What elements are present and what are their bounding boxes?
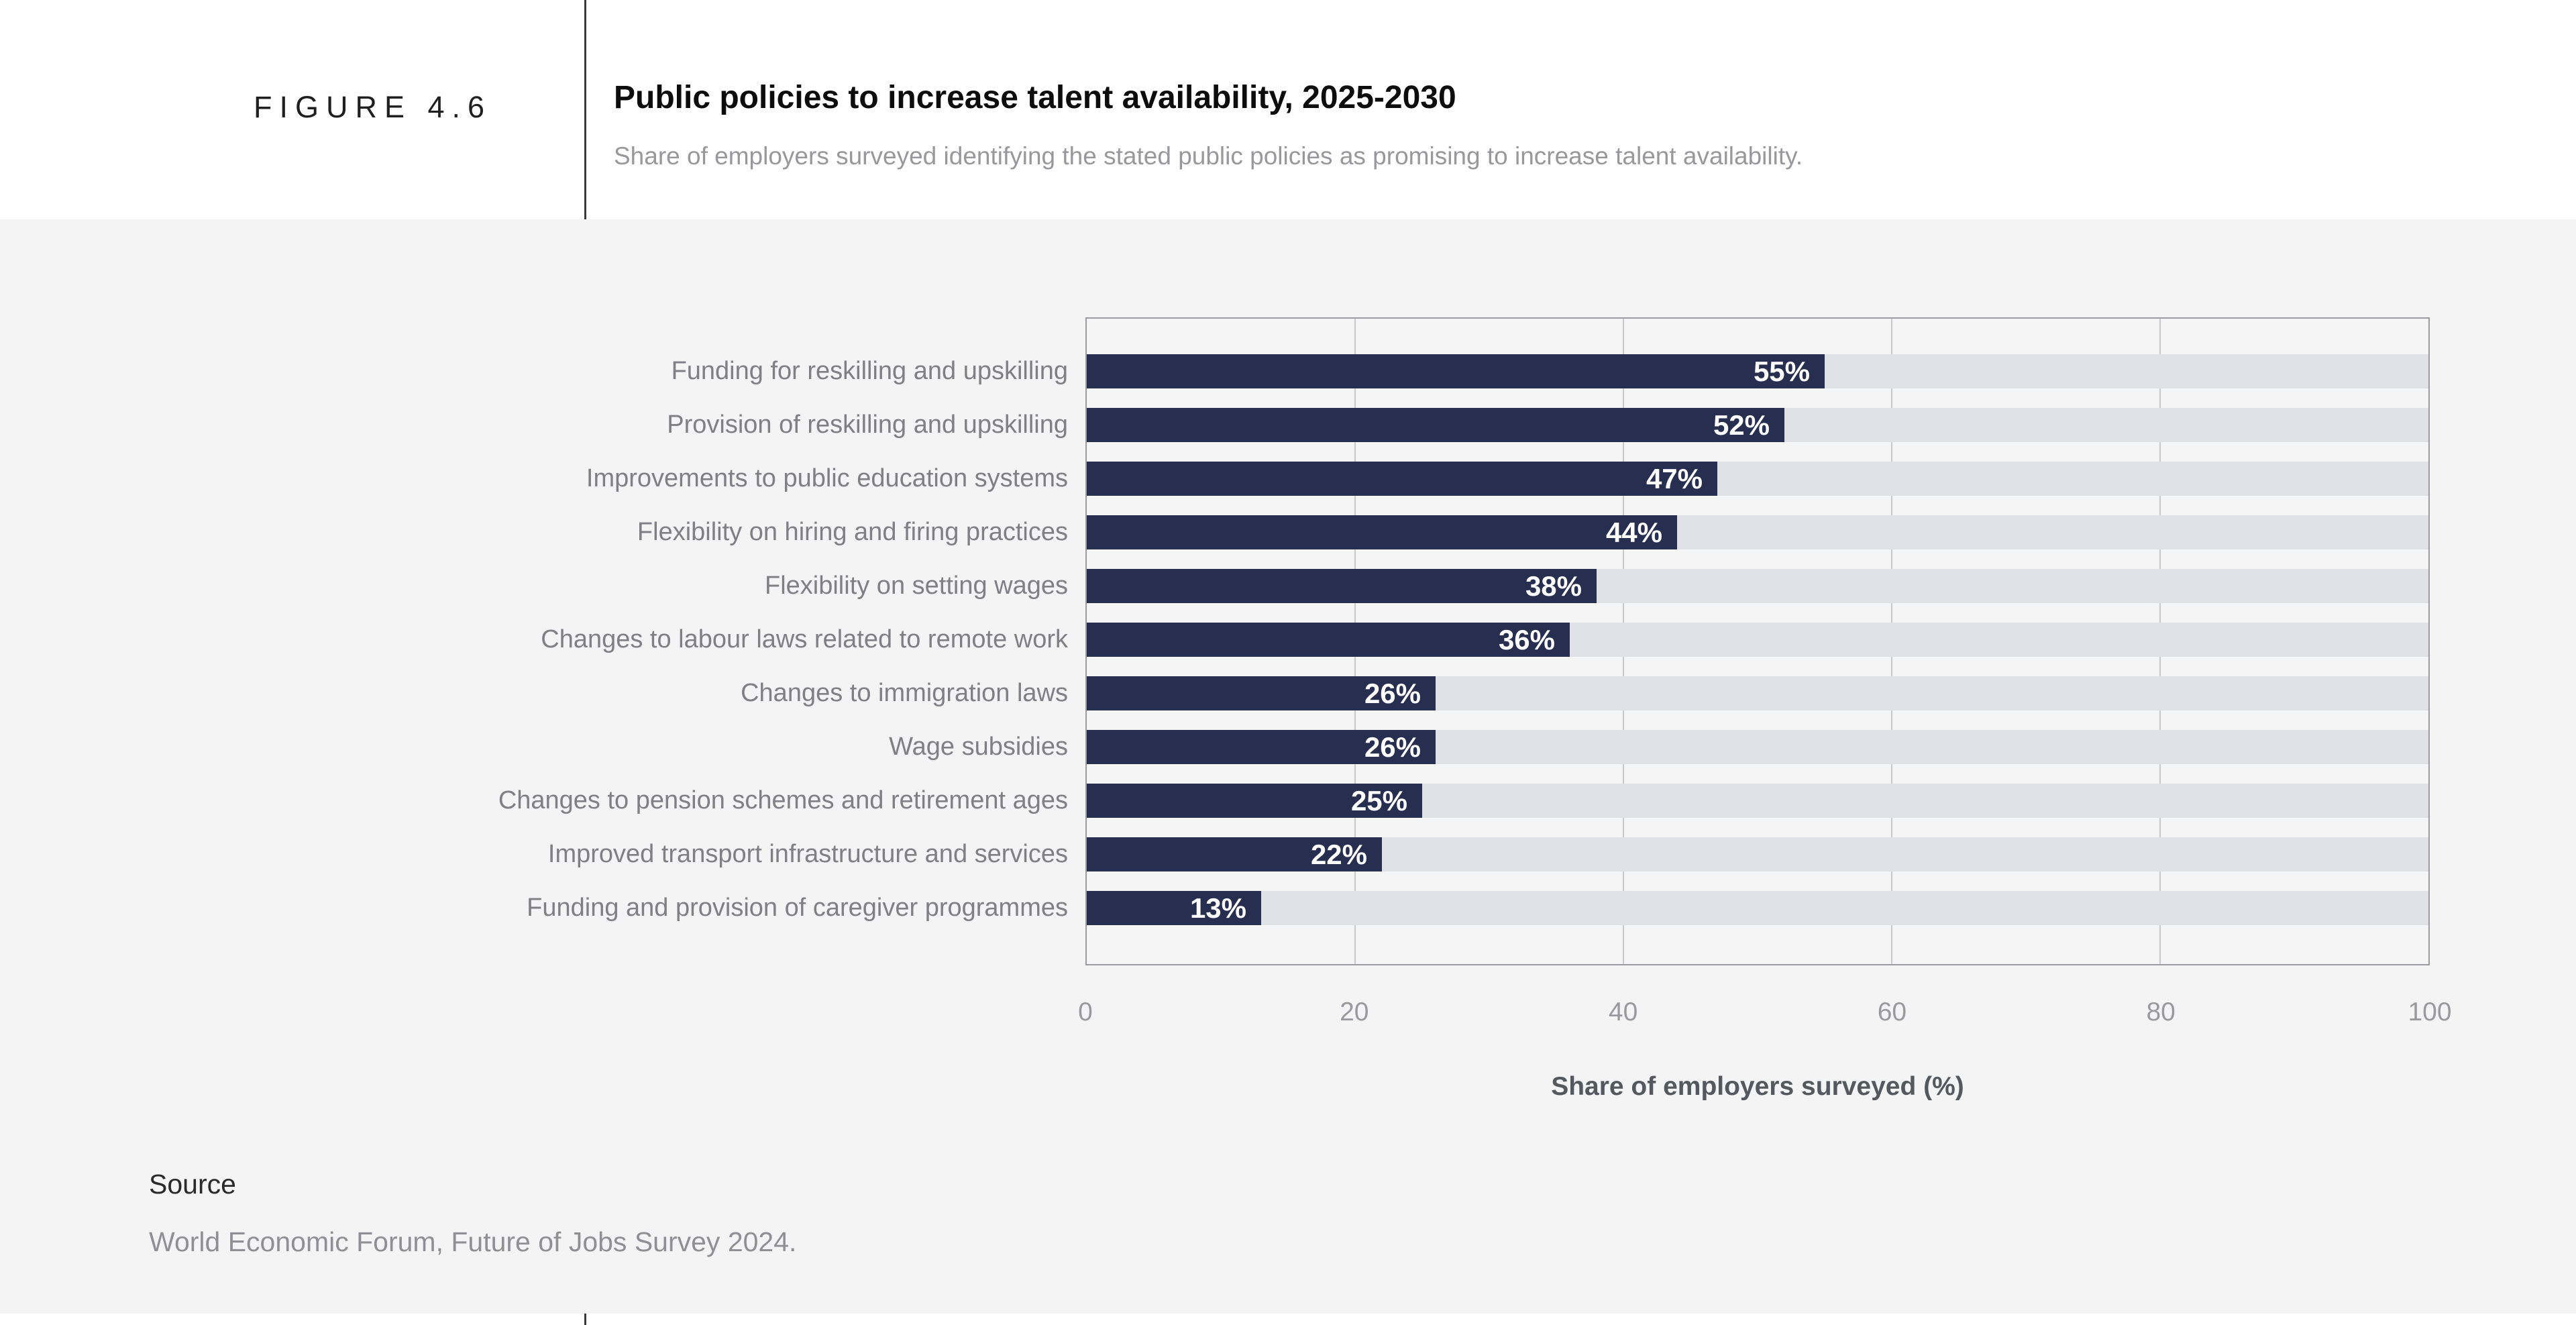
tick-label-60: 60 — [1877, 998, 1907, 1026]
tick-label-100: 100 — [2408, 998, 2452, 1026]
header-divider-line — [584, 0, 586, 219]
category-label: Funding and provision of caregiver progr… — [527, 894, 1068, 922]
bar: 55% — [1087, 354, 1825, 388]
bar-value-label: 38% — [1525, 570, 1582, 602]
figure-header: FIGURE 4.6 Public policies to increase t… — [0, 0, 2576, 219]
category-label: Provision of reskilling and upskilling — [667, 411, 1068, 439]
plot-area: 55% 52% 47% 44% 38% 36% 26% 26% 25% 22% 13% — [1085, 317, 2430, 965]
category-label: Changes to pension schemes and retiremen… — [498, 786, 1068, 814]
bar-value-label: 22% — [1310, 839, 1367, 870]
category-label: Funding for reskilling and upskilling — [671, 357, 1068, 385]
bar-value-label: 26% — [1364, 678, 1421, 709]
category-label: Improved transport infrastructure and se… — [547, 840, 1068, 868]
tick-label-80: 80 — [2146, 998, 2176, 1026]
category-label: Improvements to public education systems — [586, 464, 1068, 492]
bar: 22% — [1087, 837, 1382, 871]
bar: 25% — [1087, 784, 1422, 818]
category-label: Changes to immigration laws — [741, 679, 1068, 707]
category-label: Flexibility on hiring and firing practic… — [637, 518, 1068, 546]
tick-label-40: 40 — [1608, 998, 1638, 1026]
bar: 26% — [1087, 676, 1436, 710]
x-axis-title: Share of employers surveyed (%) — [1551, 1072, 1964, 1101]
bar-track — [1087, 891, 2428, 925]
tick-label-20: 20 — [1340, 998, 1369, 1026]
source-text: World Economic Forum, Future of Jobs Sur… — [149, 1226, 797, 1257]
category-label: Flexibility on setting wages — [765, 572, 1068, 600]
tick-label-0: 0 — [1078, 998, 1093, 1026]
bar-value-label: 52% — [1713, 409, 1770, 441]
next-figure-divider-line — [584, 1314, 586, 1325]
source-label: Source — [149, 1169, 236, 1200]
bar: 44% — [1087, 515, 1677, 549]
bar: 52% — [1087, 408, 1784, 442]
bar-value-label: 25% — [1350, 785, 1407, 816]
bar-value-label: 44% — [1605, 517, 1662, 548]
bar: 38% — [1087, 569, 1597, 603]
figure-title: Public policies to increase talent avail… — [614, 80, 1456, 115]
bar-value-label: 55% — [1753, 356, 1810, 387]
bar-value-label: 13% — [1189, 892, 1246, 924]
bar-value-label: 47% — [1646, 463, 1703, 494]
bar: 26% — [1087, 730, 1436, 764]
bar: 13% — [1087, 891, 1261, 925]
next-figure-strip — [0, 1314, 2576, 1325]
figure-subtitle: Share of employers surveyed identifying … — [614, 142, 1803, 170]
bar: 36% — [1087, 623, 1570, 657]
bar-value-label: 26% — [1364, 731, 1421, 763]
figure-number-label: FIGURE 4.6 — [254, 90, 492, 124]
bar-value-label: 36% — [1498, 624, 1555, 655]
category-label: Changes to labour laws related to remote… — [541, 625, 1068, 653]
bar: 47% — [1087, 462, 1717, 496]
category-label: Wage subsidies — [889, 733, 1068, 761]
